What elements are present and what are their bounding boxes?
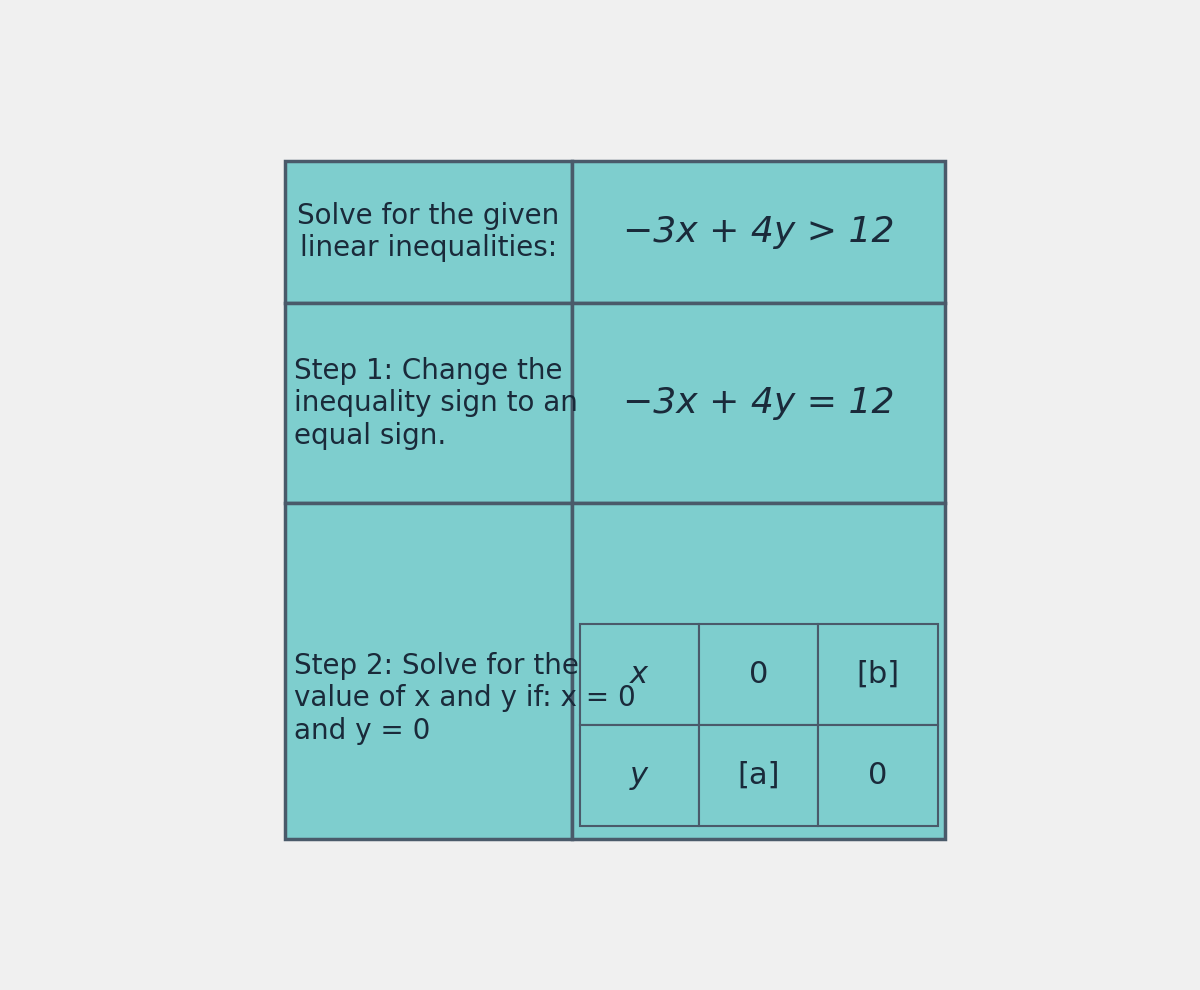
Bar [580, 625, 698, 725]
Text: Solve for the given
linear inequalities:: Solve for the given linear inequalities: [298, 202, 559, 262]
Bar [580, 725, 698, 826]
Bar [818, 625, 937, 725]
Text: x: x [630, 660, 648, 689]
Bar [572, 303, 946, 503]
Bar [572, 503, 946, 840]
Bar [572, 160, 946, 303]
Text: 0: 0 [869, 761, 888, 790]
Bar [284, 160, 572, 303]
Text: −3x + 4y = 12: −3x + 4y = 12 [623, 386, 894, 421]
Text: −3x + 4y > 12: −3x + 4y > 12 [623, 215, 894, 248]
Text: Step 1: Change the
inequality sign to an
equal sign.: Step 1: Change the inequality sign to an… [294, 356, 578, 449]
Text: 0: 0 [749, 660, 768, 689]
Bar [698, 625, 818, 725]
Bar [818, 725, 937, 826]
Bar [698, 725, 818, 826]
Text: y: y [630, 761, 648, 790]
Bar [284, 303, 572, 503]
Text: [a]: [a] [737, 761, 780, 790]
Text: Step 2: Solve for the
value of x and y if: x = 0
and y = 0: Step 2: Solve for the value of x and y i… [294, 651, 636, 744]
Text: [b]: [b] [857, 660, 900, 689]
Bar [284, 503, 572, 840]
